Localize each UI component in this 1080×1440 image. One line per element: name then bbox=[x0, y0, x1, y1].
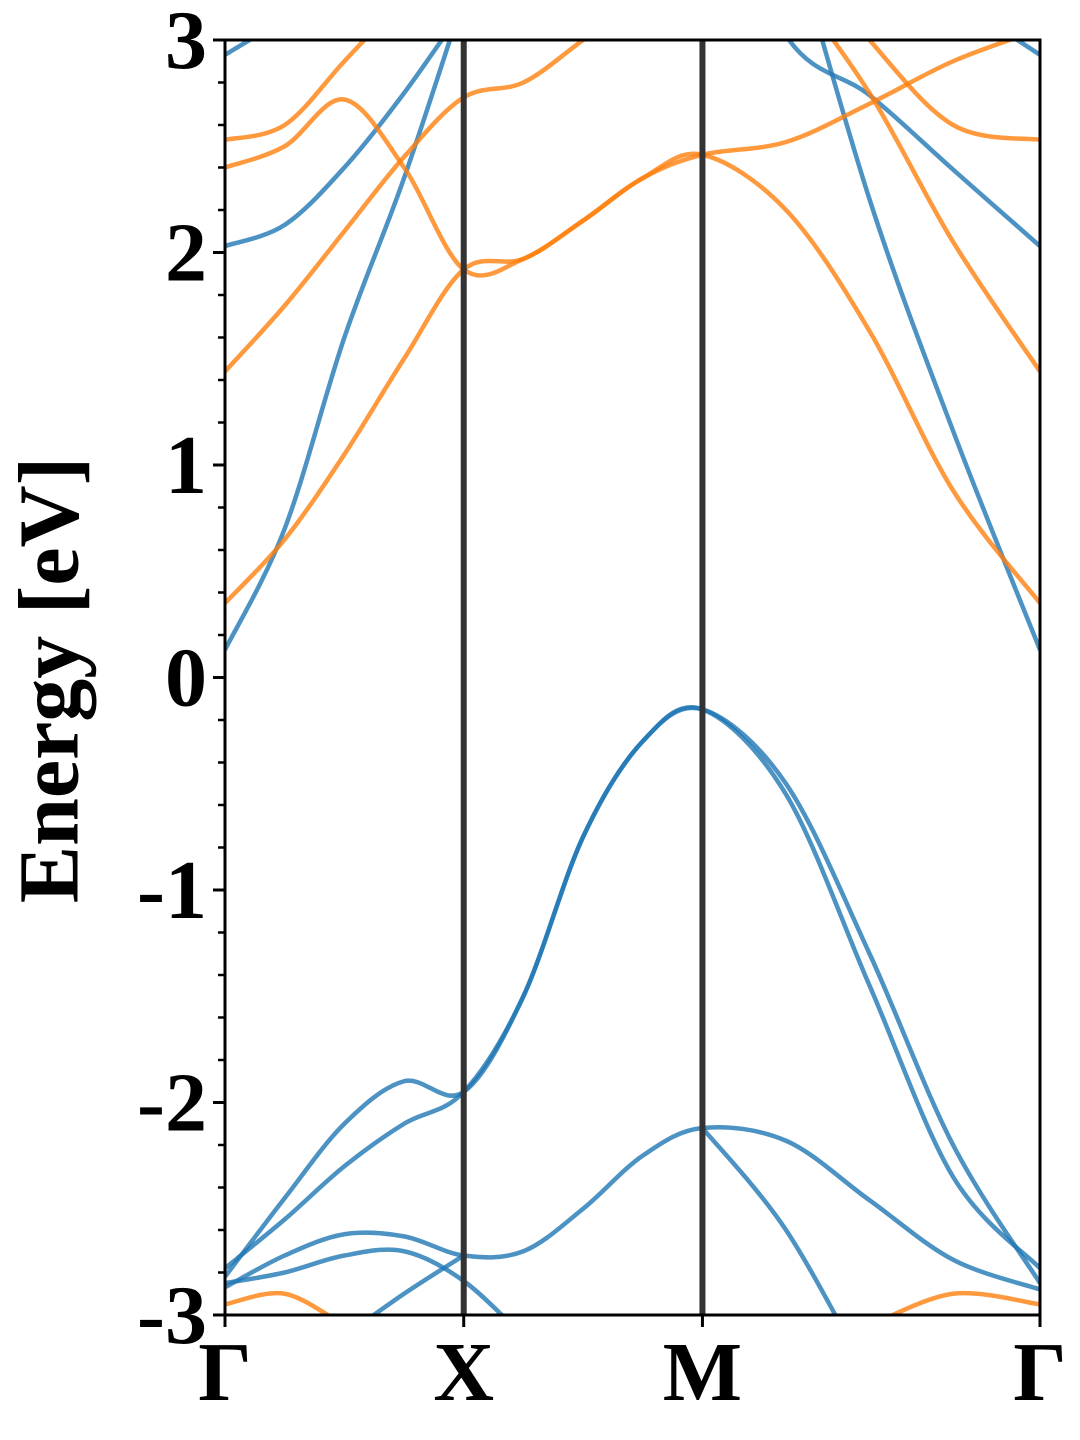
x-tick-label: M bbox=[663, 1326, 742, 1419]
x-tick-label: Γ bbox=[198, 1326, 251, 1419]
y-tick-label: 1 bbox=[165, 419, 207, 512]
band-line bbox=[225, 1290, 1040, 1315]
plot-area bbox=[225, 40, 1040, 1315]
y-axis-label: Energy [eV] bbox=[1, 457, 97, 904]
x-tick-label: X bbox=[433, 1326, 494, 1419]
y-tick-label: -1 bbox=[137, 844, 207, 937]
band-line bbox=[225, 40, 1017, 278]
y-tick-label: 3 bbox=[165, 0, 207, 87]
y-tick-label: 2 bbox=[165, 207, 207, 300]
y-tick-label: -3 bbox=[137, 1269, 207, 1362]
band-line bbox=[225, 1124, 1040, 1292]
band-line bbox=[225, 705, 1040, 1285]
band-line bbox=[225, 705, 1040, 1279]
band-line bbox=[225, 40, 1040, 374]
band-line bbox=[369, 1253, 465, 1315]
y-tick-label: -2 bbox=[137, 1057, 207, 1150]
y-tick-label: 0 bbox=[165, 632, 207, 725]
x-tick-label: Γ bbox=[1013, 1326, 1066, 1419]
band-line bbox=[225, 40, 1040, 651]
band-line bbox=[225, 40, 1040, 249]
band-line bbox=[225, 1126, 838, 1315]
band-line bbox=[225, 40, 1040, 143]
band-line bbox=[225, 151, 1040, 605]
band-line bbox=[225, 40, 1040, 57]
